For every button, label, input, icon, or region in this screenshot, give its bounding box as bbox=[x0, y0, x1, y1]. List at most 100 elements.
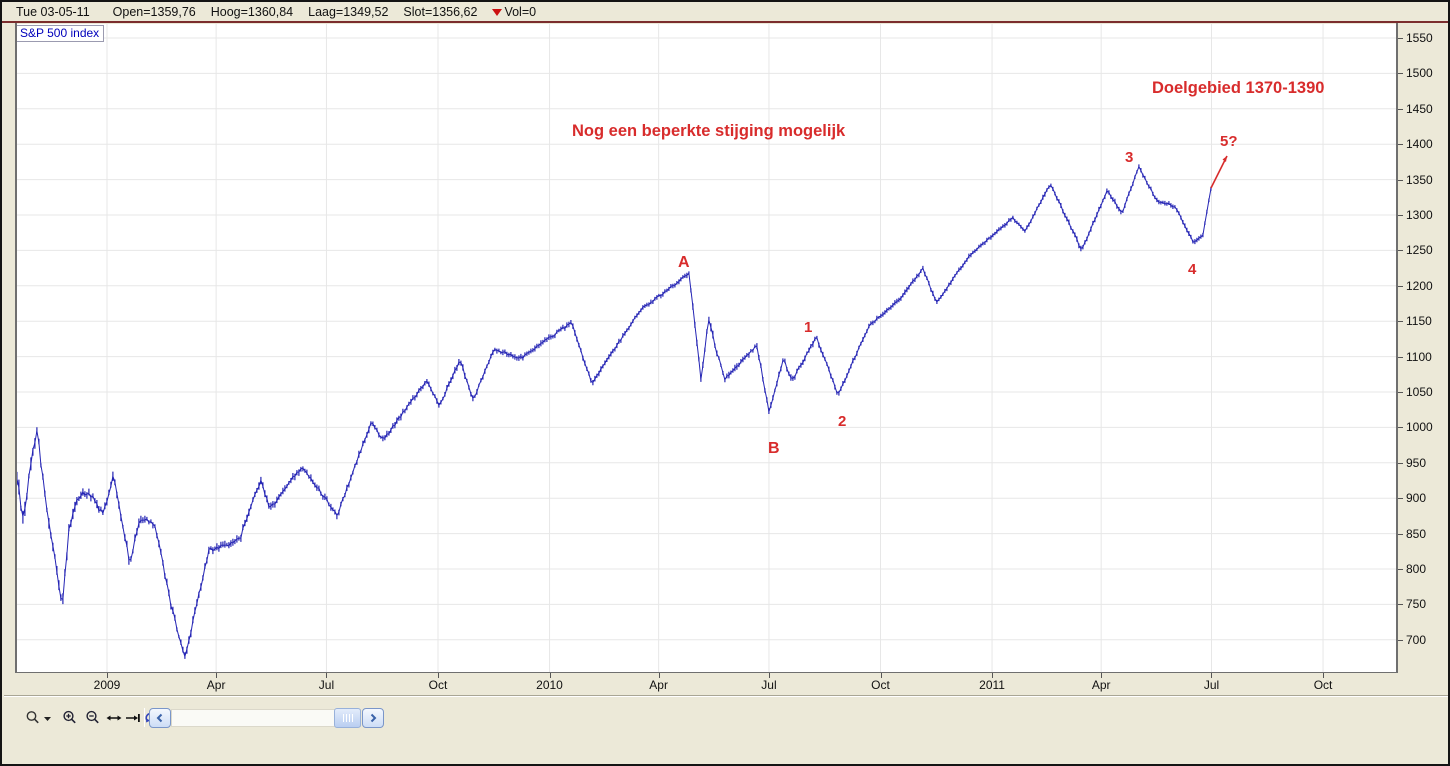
y-axis-label: 1450 bbox=[1406, 101, 1433, 116]
x-axis-tick bbox=[216, 673, 218, 678]
wave-label: 3 bbox=[1125, 149, 1134, 166]
panel-groove bbox=[4, 695, 1448, 696]
y-axis-label: 750 bbox=[1406, 597, 1427, 612]
x-axis-tick bbox=[107, 673, 108, 678]
y-axis-label: 1400 bbox=[1406, 137, 1433, 152]
price-series-bars bbox=[17, 164, 1212, 659]
scrollbar-right-button[interactable] bbox=[362, 708, 384, 728]
projection-arrow-head bbox=[1222, 156, 1227, 162]
zoom-tool-icon[interactable] bbox=[24, 709, 41, 726]
expand-horizontal-icon[interactable] bbox=[105, 709, 122, 726]
x-axis-label: Jul bbox=[761, 678, 777, 692]
scrollbar-track[interactable] bbox=[171, 709, 361, 727]
x-axis-label: Jul bbox=[1203, 678, 1220, 692]
x-axis-label: Oct bbox=[428, 678, 448, 692]
x-axis-label: 2010 bbox=[536, 678, 563, 692]
info-bar-vol-text: Vol=0 bbox=[504, 4, 537, 19]
y-axis-label: 1200 bbox=[1406, 278, 1433, 293]
info-bar-fields: Open=1359,76 Hoog=1360,84 Laag=1349,52 Slot… bbox=[113, 5, 478, 19]
chart-note: Doelgebied 1370-1390 bbox=[1152, 79, 1325, 97]
x-axis-tick bbox=[880, 673, 882, 678]
x-axis-tick bbox=[1101, 673, 1103, 678]
x-axis-tick bbox=[437, 673, 439, 678]
plot-border-left bbox=[15, 23, 17, 673]
info-bar-divider bbox=[2, 21, 1448, 23]
scrollbar-left-button[interactable] bbox=[149, 708, 171, 728]
x-axis-label: Apr bbox=[1091, 678, 1111, 692]
y-axis-label: 1150 bbox=[1406, 314, 1432, 329]
y-axis-label: 1050 bbox=[1406, 385, 1433, 399]
info-field: Slot=1356,62 bbox=[403, 4, 478, 19]
x-axis-label: Apr bbox=[206, 678, 226, 692]
volume-down-triangle-icon bbox=[492, 9, 503, 16]
wave-label: 1 bbox=[804, 319, 813, 336]
y-axis-tick bbox=[1398, 144, 1403, 146]
bottom-toolbar bbox=[4, 706, 1448, 730]
y-axis-tick bbox=[1398, 569, 1403, 570]
y-axis-tick bbox=[1398, 215, 1403, 216]
y-axis-tick bbox=[1398, 356, 1403, 358]
x-axis-tick bbox=[549, 673, 551, 678]
x-axis-tick bbox=[768, 673, 770, 678]
y-axis-label: 1550 bbox=[1406, 31, 1433, 45]
y-axis-tick bbox=[1398, 250, 1403, 252]
scrollbar-thumb[interactable] bbox=[334, 708, 361, 728]
info-bar: Tue 03-05-11 Open=1359,76 Hoog=1360,84 Laa… bbox=[4, 2, 1446, 21]
y-axis-tick bbox=[1398, 38, 1403, 39]
x-axis-label: Oct bbox=[871, 678, 890, 692]
series-label: S&P 500 index bbox=[17, 25, 105, 42]
y-axis-label: 950 bbox=[1406, 455, 1427, 470]
info-field: Laag=1349,52 bbox=[308, 4, 389, 19]
plot-border-right bbox=[1396, 23, 1398, 673]
plot-border-bottom bbox=[15, 672, 1398, 673]
wave-label: A bbox=[678, 254, 690, 271]
y-axis-label: 1000 bbox=[1406, 420, 1433, 435]
panel-groove-highlight bbox=[4, 696, 1448, 697]
go-to-end-icon[interactable] bbox=[124, 709, 141, 726]
y-axis-tick bbox=[1398, 533, 1403, 535]
x-axis: 2009 Apr Jul Oct 2010 Apr Jul Oct 2011 Apr Jul Oct bbox=[4, 673, 1448, 695]
x-axis-tick bbox=[1211, 673, 1213, 678]
x-axis-label: Oct bbox=[1313, 678, 1333, 692]
y-axis-tick bbox=[1398, 462, 1403, 464]
info-bar-volume: Vol=0 bbox=[492, 5, 536, 19]
y-axis-tick bbox=[1398, 108, 1403, 110]
y-axis-tick bbox=[1398, 179, 1403, 181]
y-axis-tick bbox=[1398, 427, 1403, 429]
x-axis-label: 2011 bbox=[979, 678, 1005, 692]
x-axis-label: Apr bbox=[649, 678, 668, 692]
x-axis-tick bbox=[658, 673, 660, 678]
y-axis-label: 700 bbox=[1406, 632, 1427, 647]
y-axis-tick bbox=[1398, 639, 1403, 641]
info-field: Hoog=1360,84 bbox=[210, 4, 294, 19]
y-axis-label: 800 bbox=[1406, 562, 1427, 576]
y-axis-tick bbox=[1398, 321, 1403, 323]
x-axis-tick bbox=[326, 673, 328, 678]
chart-note: Nog een beperkte stijging mogelijk bbox=[572, 122, 846, 140]
zoom-in-icon[interactable] bbox=[61, 709, 78, 726]
y-axis-label: 1350 bbox=[1406, 172, 1433, 187]
x-axis-label: 2009 bbox=[93, 678, 121, 692]
y-axis-tick bbox=[1398, 73, 1403, 75]
wave-label: 5? bbox=[1220, 133, 1238, 150]
y-axis-label: 900 bbox=[1406, 491, 1427, 506]
y-axis-label: 1500 bbox=[1406, 66, 1433, 81]
info-field: Open=1359,76 bbox=[112, 4, 196, 19]
y-axis-tick bbox=[1398, 285, 1403, 287]
y-axis-tick bbox=[1398, 498, 1403, 500]
y-axis-tick bbox=[1398, 392, 1403, 393]
wave-label: B bbox=[768, 440, 780, 457]
wave-label: 2 bbox=[838, 413, 847, 430]
projection-arrow bbox=[1210, 155, 1228, 189]
zoom-dropdown-caret-icon[interactable] bbox=[43, 709, 53, 726]
plot-background bbox=[17, 24, 1396, 672]
y-axis-label: 1100 bbox=[1406, 349, 1432, 364]
toolbar-separator bbox=[144, 708, 145, 727]
y-axis-label: 850 bbox=[1406, 526, 1427, 541]
x-axis-tick bbox=[992, 673, 994, 678]
price-chart-plot[interactable] bbox=[17, 24, 1396, 672]
y-axis: 700 750 800 850 900 950 1000 1050 1100 1150 1200 12… bbox=[1398, 24, 1448, 672]
y-axis-label: 1250 bbox=[1406, 243, 1433, 258]
zoom-out-icon[interactable] bbox=[84, 709, 101, 726]
